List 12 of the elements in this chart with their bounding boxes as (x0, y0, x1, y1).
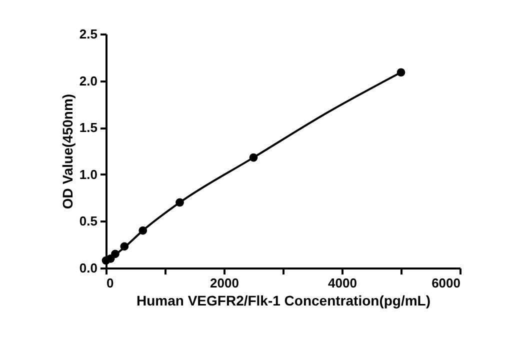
y-tick-label: 0.5 (79, 214, 98, 229)
x-tick-label: 6000 (432, 276, 460, 290)
x-tick-label: 4000 (328, 276, 357, 290)
x-tick-label: 2000 (210, 276, 239, 290)
y-tick-label: 2.5 (79, 26, 98, 42)
y-tick-label: 1.5 (79, 120, 98, 136)
y-tick-label: 1.0 (79, 166, 98, 182)
y-tick-label: 2.0 (79, 73, 98, 88)
x-axis-title: Human VEGFR2/Flk-1 Concentration(pg/mL) (136, 292, 431, 308)
y-axis-title: OD Value(450nm) (59, 94, 76, 210)
y-tick-label: 0.0 (79, 260, 98, 276)
x-tick-label: 0 (106, 276, 114, 290)
